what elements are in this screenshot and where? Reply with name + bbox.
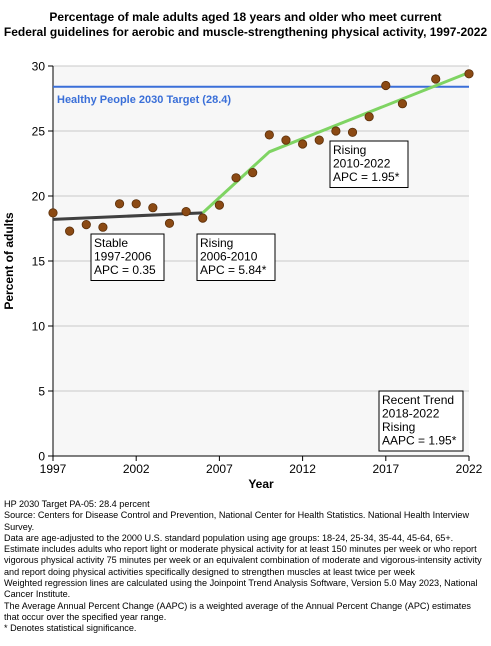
data-point (231, 173, 241, 183)
annotation-text: 2018-2022 (382, 407, 440, 421)
annotation-text: Rising (200, 236, 233, 250)
trend-line (201, 71, 470, 215)
annotation-text: AAPC = 1.95* (382, 434, 457, 448)
annotation-text: 2006-2010 (200, 250, 258, 264)
annotation-text: Stable (94, 236, 128, 250)
data-point (164, 218, 175, 228)
footnote: Source: Centers for Disease Control and … (4, 510, 470, 532)
annotation-text: Rising (382, 420, 415, 434)
data-points (48, 69, 474, 236)
x-tick-label: 1997 (40, 462, 67, 476)
x-axis-label: Year (248, 477, 274, 491)
x-tick-label: 2017 (372, 462, 399, 476)
annotation-text: 2010-2022 (333, 157, 391, 171)
data-point (131, 199, 141, 209)
footnote: HP 2030 Target PA-05: 28.4 percent (4, 499, 150, 509)
annotation-text: APC = 0.35 (94, 263, 156, 277)
data-point (331, 126, 341, 136)
annotation-text: APC = 5.84* (200, 263, 267, 277)
data-point (297, 139, 308, 149)
data-point (181, 207, 191, 217)
y-tick-label: 15 (32, 255, 46, 269)
data-point (65, 226, 75, 236)
footnote: Weighted regression lines are calculated… (4, 578, 478, 600)
annotation-box (196, 233, 276, 281)
data-point (364, 112, 374, 122)
data-point (48, 208, 58, 218)
data-point (98, 222, 108, 232)
data-point (347, 127, 358, 137)
y-tick-label: 5 (38, 385, 45, 399)
footnotes: HP 2030 Target PA-05: 28.4 percent Sourc… (4, 499, 488, 635)
x-tick-label: 2007 (206, 462, 233, 476)
y-tick-label: 10 (32, 320, 46, 334)
data-point (81, 220, 91, 230)
data-point (148, 203, 158, 213)
footnote: Data are age-adjusted to the 2000 U.S. s… (4, 532, 454, 543)
annotation-text: 1997-2006 (94, 250, 152, 264)
footnote: Estimate includes adults who report ligh… (4, 544, 482, 577)
chart-title-line-1: Percentage of male adults aged 18 years … (49, 10, 442, 24)
data-point (314, 135, 324, 145)
trend-segments (52, 71, 470, 221)
trend-line (52, 211, 203, 221)
data-point (214, 200, 224, 210)
y-tick-label: 25 (32, 125, 46, 139)
chart-title: Percentage of male adults aged 18 years … (0, 10, 491, 40)
chart-svg: 0 5 10 15 20 25 30 1997 2002 2007 2012 2017 2022 Hea… (2, 60, 483, 492)
footnote: The Average Annual Percent Change (AAPC)… (4, 600, 471, 622)
x-tick-label: 2002 (123, 462, 150, 476)
data-point (431, 74, 441, 84)
data-point (397, 99, 408, 109)
data-point (264, 130, 274, 140)
annotation-box (329, 140, 409, 188)
y-tick-label: 0 (38, 450, 45, 464)
annotation-text: APC = 1.95* (333, 170, 400, 184)
data-point (381, 80, 391, 91)
x-tick-label: 2012 (289, 462, 316, 476)
footnote: * Denotes statistical significance. (4, 623, 137, 634)
target-line-group: Healthy People 2030 Target (28.4) (53, 85, 469, 106)
x-tick-label: 2022 (456, 462, 483, 476)
annotation-text: Recent Trend (382, 393, 454, 407)
data-point (281, 135, 291, 145)
annotation-box (90, 233, 165, 281)
data-point (464, 69, 474, 79)
y-tick-label: 20 (32, 190, 46, 204)
data-point (248, 168, 258, 178)
chart-title-line-2: Federal guidelines for aerobic and muscl… (3, 25, 488, 39)
data-point (114, 199, 125, 209)
data-point (198, 213, 208, 223)
axes: 0 5 10 15 20 25 30 1997 2002 2007 2012 2017 2022 (32, 60, 483, 477)
annotation-box (378, 390, 464, 452)
annotation-text: Rising (333, 143, 366, 157)
y-axis-label: Percent of adults (2, 212, 16, 310)
y-tick-label: 30 (32, 60, 46, 74)
target-label: Healthy People 2030 Target (28.4) (57, 94, 231, 106)
